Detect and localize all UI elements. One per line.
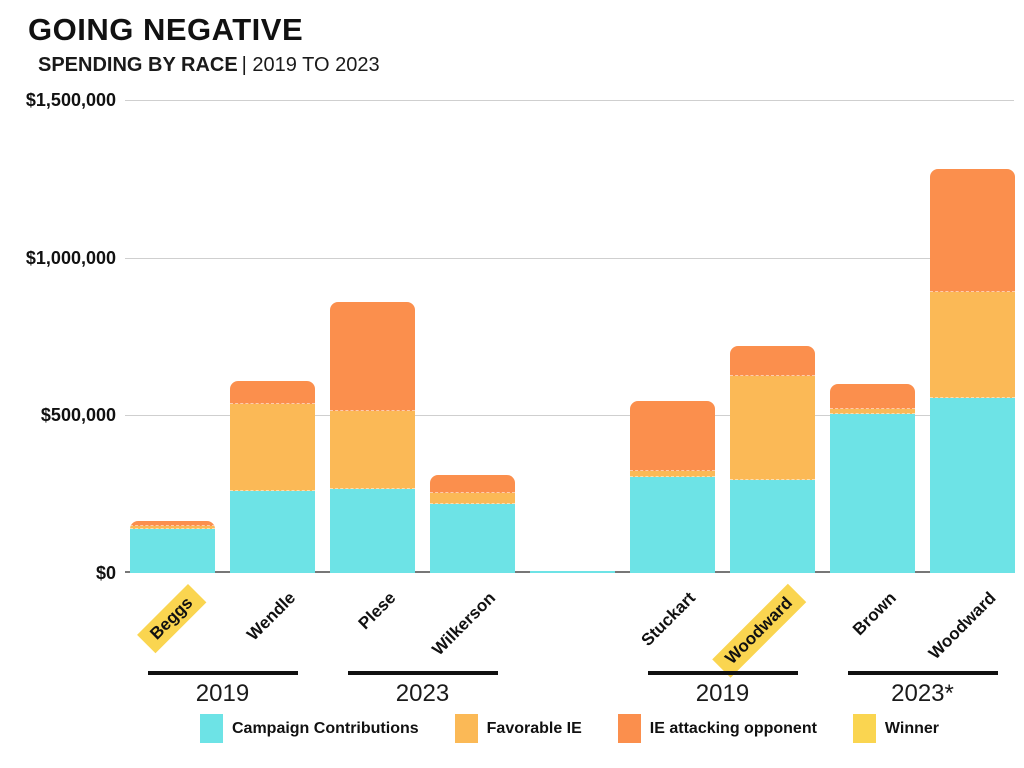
segment-ie-attacking-opponent: [330, 301, 415, 411]
segment-campaign-contributions: [130, 528, 215, 573]
segment-campaign-contributions: [230, 491, 315, 573]
segment-favorable-ie: [230, 404, 315, 492]
segment-favorable-ie: [630, 470, 715, 477]
legend-swatch: [454, 714, 478, 743]
x-label-beggs-0: Beggs: [136, 584, 207, 654]
segment-favorable-ie: [130, 525, 215, 529]
group-line-2023*: [847, 671, 998, 675]
segment-campaign-contributions: [630, 476, 715, 573]
y-tick-label: $0: [95, 563, 116, 583]
group-label-2023: 2023: [395, 680, 450, 707]
bar-plese-2: [330, 301, 415, 573]
gridline: [125, 257, 1014, 259]
gridline: [125, 415, 1014, 417]
page-title: GOING NEGATIVE: [28, 12, 304, 47]
legend-swatch: [199, 714, 223, 743]
group-label-2019: 2019: [695, 680, 750, 707]
legend-label: Campaign Contributions: [231, 719, 419, 737]
x-label-wilkerson-3: Wilkerson: [428, 588, 500, 660]
bar-stuckart-5: [630, 401, 715, 573]
segment-ie-attacking-opponent: [730, 345, 815, 376]
x-label-woodward-8: Woodward: [924, 588, 1000, 663]
gridline: [125, 100, 1014, 101]
x-label-plese-2: Plese: [354, 588, 400, 634]
group-label-2023*: 2023*: [891, 680, 954, 707]
segment-campaign-contributions: [430, 503, 515, 573]
bar-wendle-1: [230, 380, 315, 573]
group-line-2019: [647, 671, 798, 675]
group-line-2019: [147, 671, 298, 675]
subtitle-rest: | 2019 TO 2023: [241, 54, 380, 76]
segment-campaign-contributions: [930, 397, 1015, 573]
segment-favorable-ie: [430, 492, 515, 504]
segment-ie-attacking-opponent: [430, 475, 515, 493]
segment-favorable-ie: [730, 375, 815, 481]
bar-brown-7: [830, 383, 915, 573]
legend-label: Favorable IE: [486, 719, 582, 737]
legend-swatch: [617, 714, 641, 743]
segment-favorable-ie: [830, 408, 915, 414]
legend-label: IE attacking opponent: [649, 719, 817, 737]
legend-label: Winner: [884, 719, 939, 737]
y-tick-label: $1,500,000: [25, 90, 116, 110]
segment-ie-attacking-opponent: [230, 380, 315, 405]
x-label-wendle-1: Wendle: [243, 588, 300, 645]
segment-favorable-ie: [330, 410, 415, 490]
legend-swatch: [852, 714, 876, 743]
segment-campaign-contributions: [730, 480, 815, 573]
segment-ie-attacking-opponent: [830, 383, 915, 409]
legend-item-favorable-ie: Favorable IE: [454, 714, 582, 743]
group-label-2019: 2019: [195, 680, 250, 707]
segment-campaign-contributions: [830, 413, 915, 573]
segment-ie-attacking-opponent: [130, 520, 215, 526]
subtitle-bold: SPENDING BY RACE: [38, 54, 238, 76]
segment-ie-attacking-opponent: [930, 169, 1015, 293]
bar-wilkerson-3: [430, 475, 515, 573]
bar-spacer: [530, 571, 615, 573]
x-label-brown-7: Brown: [848, 588, 900, 640]
bar-woodward-8: [930, 169, 1015, 573]
chart-subtitle: SPENDING BY RACE | 2019 TO 2023: [38, 54, 380, 76]
legend-item-ie-attacking-opponent: IE attacking opponent: [617, 714, 817, 743]
segment-ie-attacking-opponent: [630, 401, 715, 471]
segment-favorable-ie: [930, 292, 1015, 398]
x-label-woodward-6: Woodward: [712, 584, 807, 679]
segment-campaign-contributions: [330, 489, 415, 573]
legend-item-campaign-contributions: Campaign Contributions: [199, 714, 419, 743]
bar-beggs-0: [130, 520, 215, 573]
segment-campaign-contributions: [530, 571, 615, 573]
y-tick-label: $500,000: [40, 405, 116, 426]
legend-item-winner: Winner: [852, 714, 939, 743]
y-tick-label: $1,000,000: [25, 247, 116, 268]
legend: Campaign Contributions Favorable IE IE att…: [125, 714, 1014, 743]
x-label-stuckart-5: Stuckart: [637, 588, 700, 650]
bar-woodward-6: [730, 345, 815, 573]
group-line-2023: [347, 671, 498, 675]
